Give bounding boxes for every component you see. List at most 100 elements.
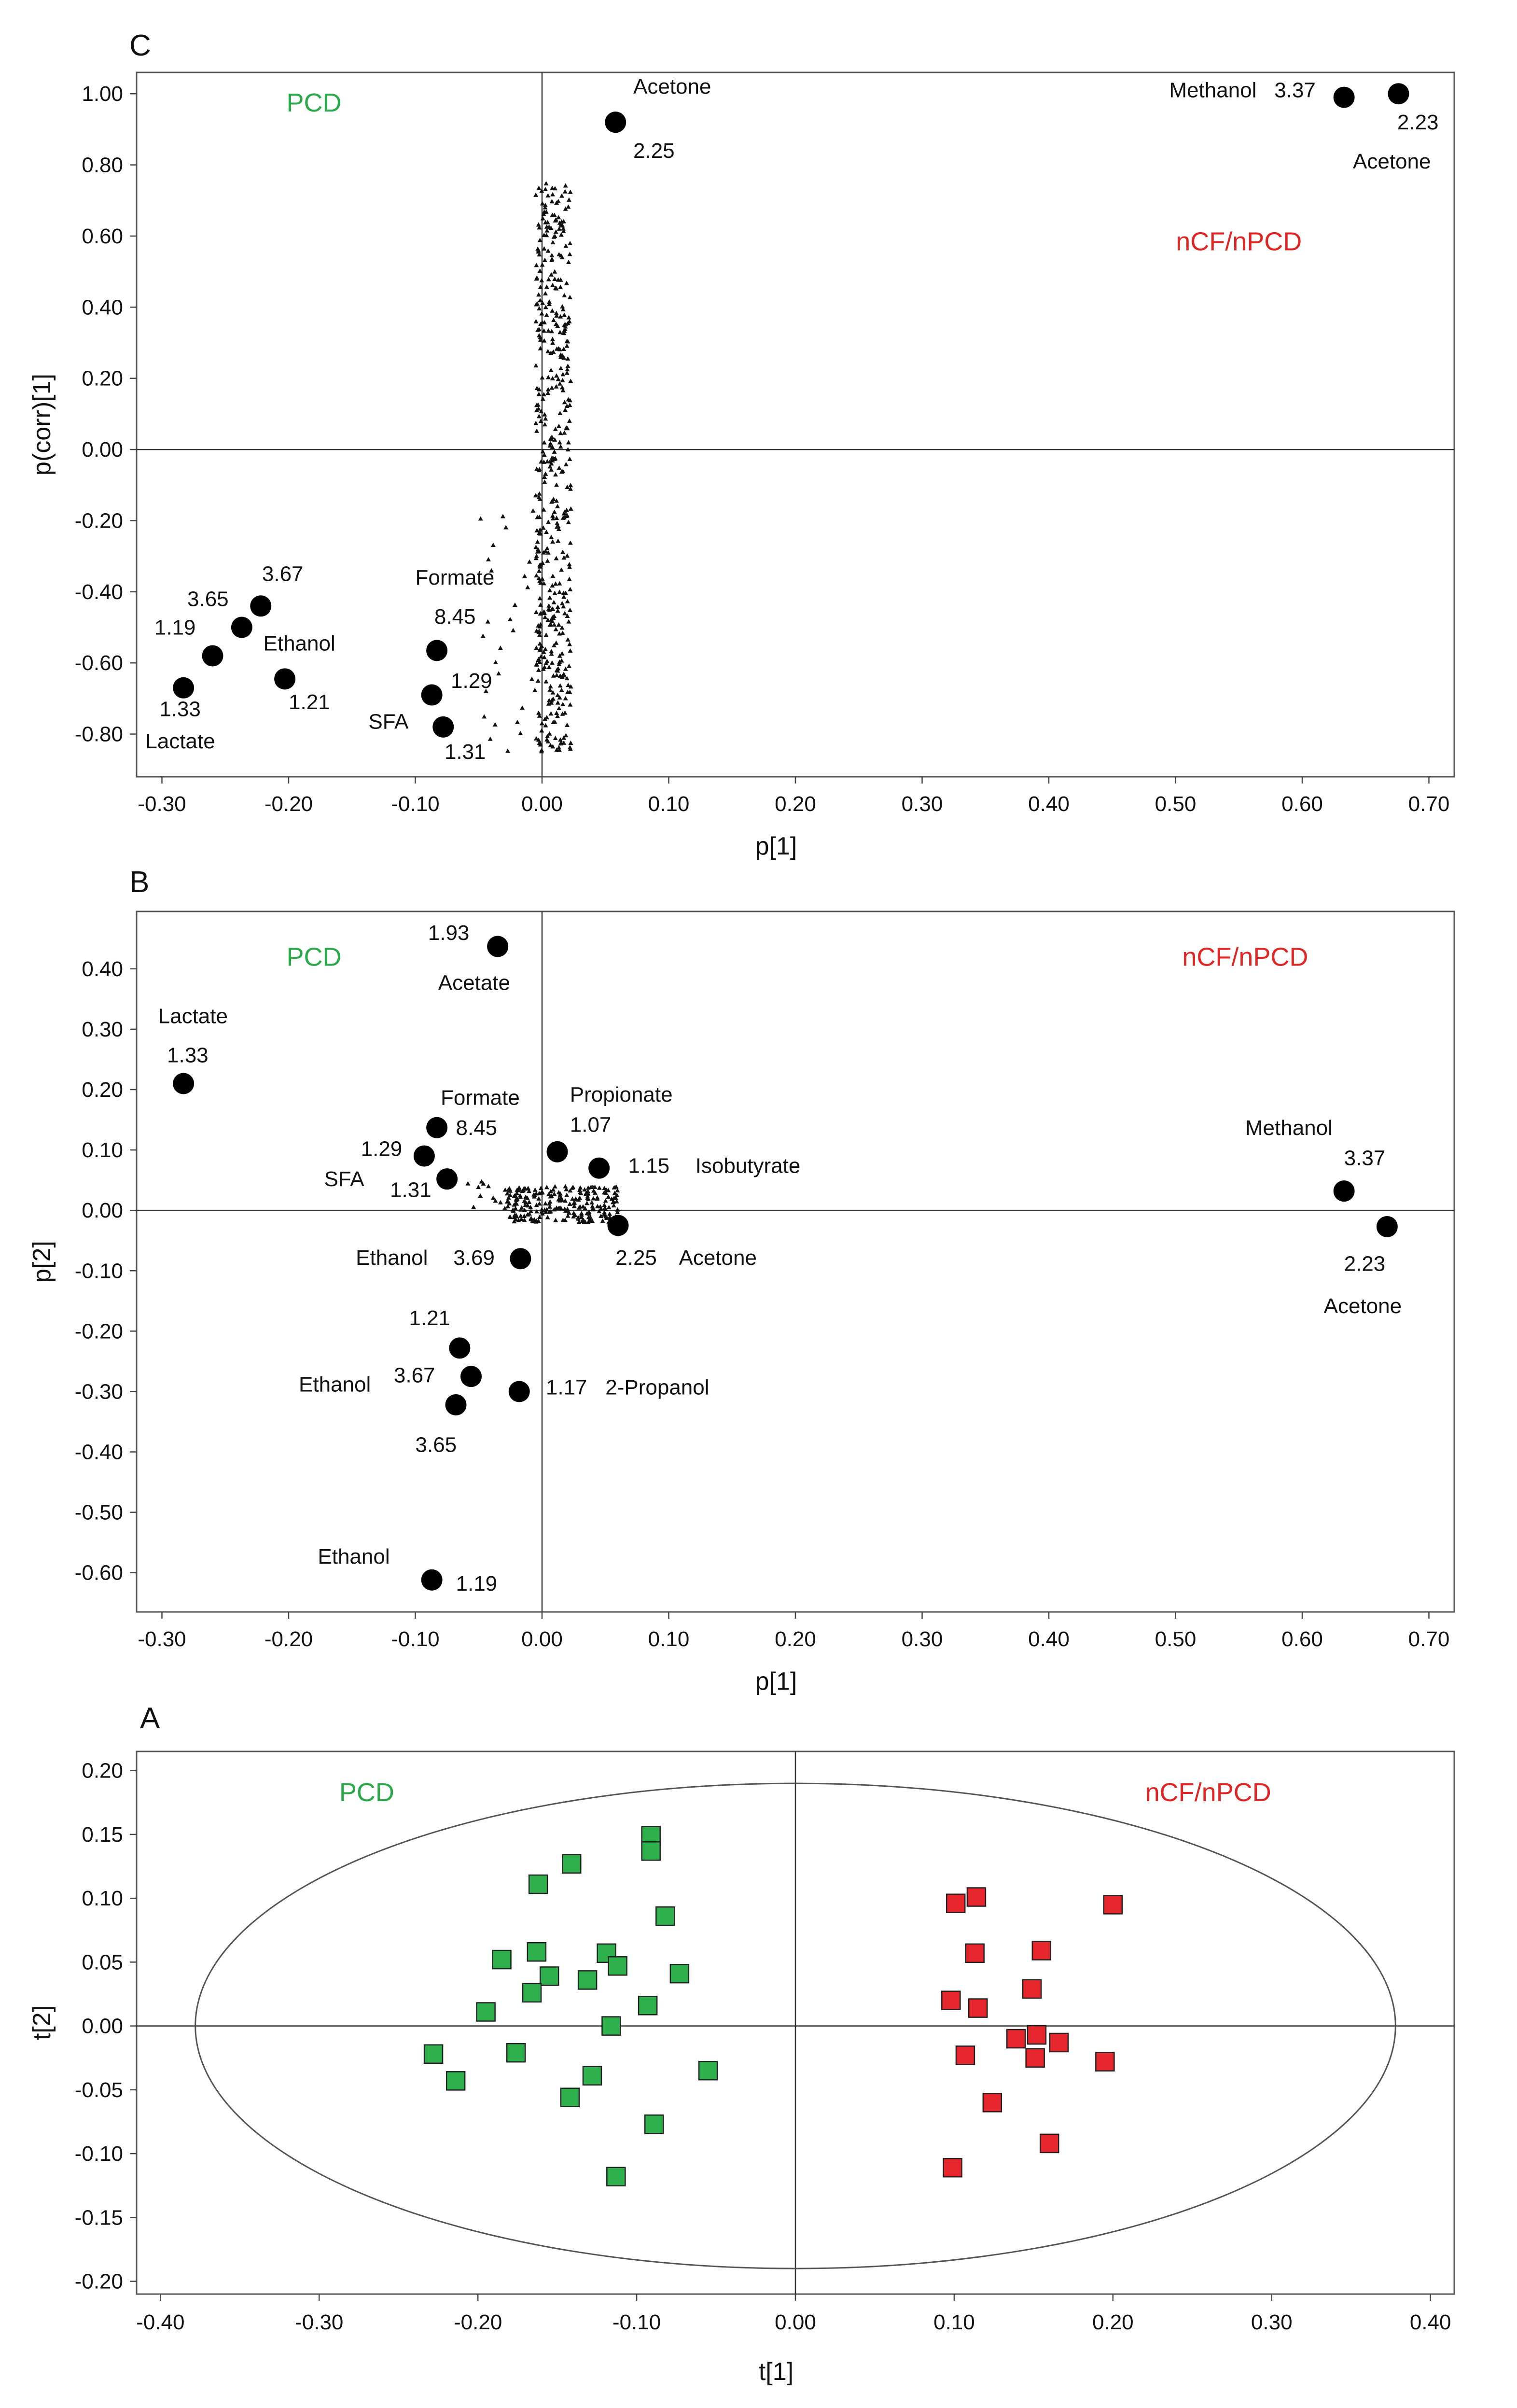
- variable-marker: [565, 722, 570, 727]
- variable-marker: [555, 608, 560, 613]
- variable-marker: [568, 741, 573, 745]
- group-label-ncf-npcd: nCF/nPCD: [1176, 227, 1302, 256]
- variable-marker: [604, 1188, 609, 1192]
- score-point: [492, 1949, 512, 1970]
- y-tick-label: 0.00: [82, 1199, 123, 1222]
- variable-marker: [542, 412, 547, 417]
- variable-marker: [554, 498, 559, 503]
- group-label-ncf-npcd: nCF/nPCD: [1182, 943, 1308, 972]
- variable-marker: [534, 263, 539, 267]
- variable-marker: [555, 714, 560, 718]
- score-point: [1006, 2029, 1026, 2049]
- variable-marker: [536, 667, 541, 672]
- variable-marker: [535, 402, 541, 407]
- y-tick-label: 0.00: [82, 438, 123, 462]
- variable-marker: [567, 642, 572, 646]
- variable-marker: [552, 1184, 557, 1189]
- variable-marker: [602, 1210, 607, 1215]
- variable-marker: [512, 1193, 517, 1198]
- variable-marker: [585, 1211, 590, 1216]
- score-point: [1025, 2048, 1045, 2068]
- variable-marker: [556, 622, 561, 627]
- variable-marker: [522, 1213, 527, 1218]
- score-point: [476, 2002, 496, 2022]
- variable-marker: [549, 199, 555, 204]
- variable-marker: [533, 556, 539, 560]
- y-tick-label: 0.40: [82, 957, 123, 981]
- variable-cloud: [478, 181, 573, 754]
- plot-frame: [136, 910, 1455, 1613]
- variable-marker: [517, 1193, 523, 1198]
- variable-marker: [555, 323, 560, 328]
- hotelling-ellipse: [195, 1782, 1396, 2269]
- variable-marker: [540, 375, 545, 380]
- variable-marker: [537, 713, 542, 718]
- variable-marker: [542, 475, 547, 479]
- variable-marker: [550, 240, 556, 245]
- variable-marker: [567, 663, 572, 668]
- variable-marker: [536, 414, 542, 419]
- y-tick-label: -0.30: [75, 1380, 123, 1403]
- variable-marker: [545, 550, 551, 555]
- variable-marker: [533, 545, 539, 549]
- point-label: 8.45: [434, 605, 476, 629]
- x-tick-label: 0.40: [1410, 2310, 1451, 2334]
- y-tick-label: -0.60: [75, 1561, 123, 1585]
- variable-marker: [549, 467, 554, 472]
- y-tick-label: -0.20: [75, 1319, 123, 1343]
- x-tick-label: 0.50: [1155, 792, 1197, 816]
- variable-marker: [507, 1192, 513, 1197]
- score-point: [655, 1906, 675, 1926]
- variable-marker: [544, 284, 549, 289]
- variable-marker: [545, 387, 551, 392]
- variable-marker: [553, 627, 558, 631]
- variable-marker: [546, 603, 552, 608]
- y-tick-label: 0.20: [82, 367, 123, 391]
- variable-marker: [538, 564, 543, 569]
- variable-marker: [544, 459, 550, 463]
- variable-marker: [550, 498, 555, 503]
- variable-marker: [559, 385, 565, 390]
- variable-marker: [609, 1196, 614, 1201]
- variable-marker: [540, 576, 545, 581]
- variable-marker: [542, 209, 547, 214]
- variable-marker: [557, 695, 562, 700]
- y-tick-label: 0.10: [82, 1887, 123, 1910]
- variable-marker: [486, 1184, 491, 1189]
- variable-marker: [496, 671, 501, 676]
- variable-marker: [549, 252, 555, 257]
- variable-marker: [568, 189, 573, 194]
- data-point: [426, 1117, 448, 1138]
- x-tick-label: 0.30: [902, 1627, 943, 1651]
- score-point: [1040, 2133, 1059, 2154]
- variable-marker: [548, 684, 553, 688]
- variable-marker: [570, 1185, 575, 1190]
- variable-marker: [567, 564, 572, 569]
- variable-marker: [532, 1187, 538, 1192]
- score-point: [527, 1942, 547, 1962]
- score-point: [1031, 1941, 1052, 1960]
- variable-marker: [568, 648, 573, 653]
- variable-marker: [559, 658, 564, 663]
- variable-marker: [559, 651, 565, 656]
- variable-marker: [613, 1195, 618, 1200]
- variable-marker: [558, 444, 563, 449]
- variable-marker: [539, 728, 544, 733]
- variable-marker: [543, 205, 548, 210]
- variable-marker: [540, 1211, 545, 1216]
- variable-marker: [519, 705, 525, 710]
- variable-marker: [542, 320, 547, 324]
- variable-marker: [564, 514, 569, 518]
- variable-marker: [534, 1209, 540, 1214]
- variable-marker: [541, 211, 546, 216]
- variable-marker: [478, 516, 483, 521]
- point-label: 1.07: [570, 1113, 612, 1137]
- variable-marker: [558, 253, 564, 258]
- chart-panelA: A -0.40 -0.30 -0.20 -0.10 0.00 0.10 0.20 0.30 0.4…: [28, 1702, 1455, 2386]
- score-point: [1049, 2032, 1069, 2053]
- y-tick-label: 0.80: [82, 154, 123, 177]
- variable-marker: [543, 471, 548, 476]
- variable-marker: [552, 509, 557, 514]
- y-tick-label: -0.80: [75, 723, 123, 746]
- variable-marker: [555, 700, 560, 705]
